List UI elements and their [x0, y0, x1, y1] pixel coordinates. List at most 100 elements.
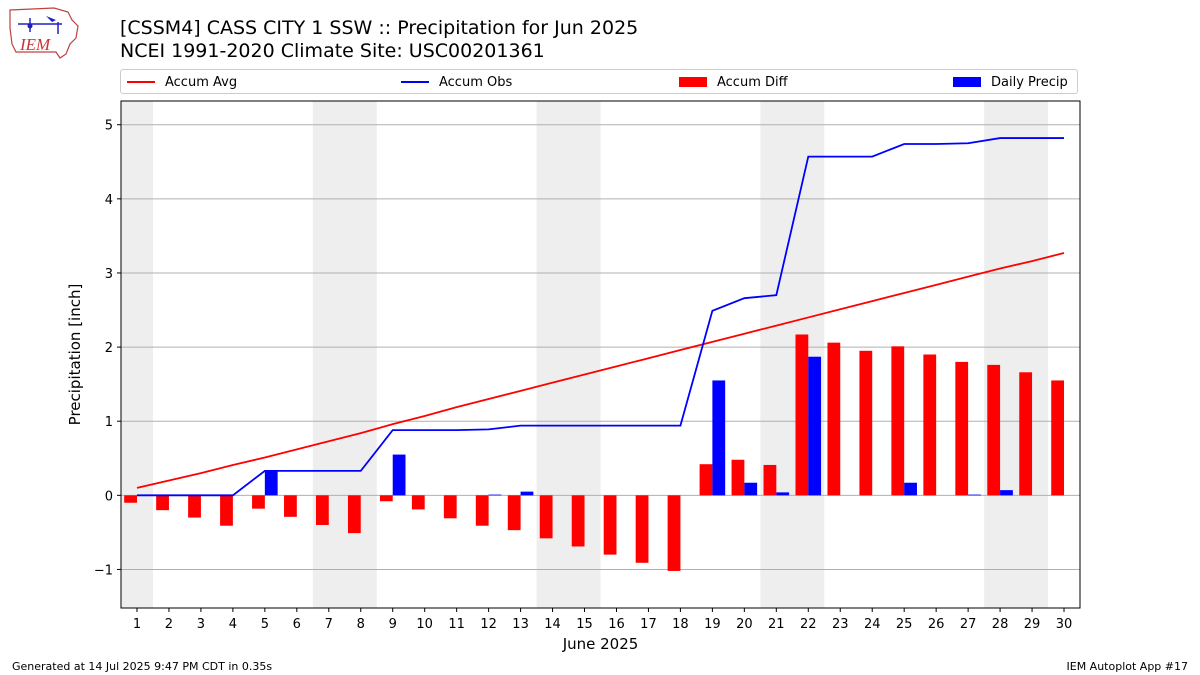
bar-daily-precip-28	[1000, 490, 1013, 496]
legend-label-accum-avg: Accum Avg	[165, 74, 238, 90]
xtick-label-27: 27	[960, 617, 977, 632]
bar-daily-precip-25	[904, 482, 917, 496]
xtick-label-15: 15	[576, 617, 593, 632]
legend-swatch-accum-avg	[127, 81, 155, 83]
xtick-label-19: 19	[704, 617, 721, 632]
bar-daily-precip-20	[744, 482, 758, 496]
xtick-label-8: 8	[357, 617, 365, 632]
bar-daily-precip-12	[488, 494, 502, 496]
xtick-label-13: 13	[512, 617, 529, 632]
bar-daily-precip-22	[808, 356, 822, 496]
chart-subtitle: NCEI 1991-2020 Climate Site: USC00201361	[120, 40, 545, 62]
bar-accum-diff-16	[603, 495, 617, 555]
bar-accum-diff-27	[955, 361, 969, 496]
line-accum-obs	[136, 137, 1065, 497]
bar-accum-diff-7	[315, 495, 329, 525]
bar-accum-diff-29	[1019, 372, 1033, 496]
xtick-label-14: 14	[544, 617, 561, 632]
bar-accum-diff-21	[763, 464, 777, 496]
legend-swatch-accum-obs	[401, 81, 429, 83]
xtick-label-25: 25	[896, 617, 913, 632]
xtick-label-22: 22	[800, 617, 817, 632]
ytick-label-4: 3	[105, 267, 113, 282]
bar-accum-diff-5	[252, 495, 265, 509]
xtick-label-9: 9	[389, 617, 397, 632]
weekend-band-1	[312, 101, 377, 608]
xtick-label-30: 30	[1056, 617, 1073, 632]
xtick-label-29: 29	[1024, 617, 1041, 632]
y-axis-label: Precipitation [inch]	[66, 284, 84, 426]
xtick-label-17: 17	[640, 617, 657, 632]
legend-label-accum-obs: Accum Obs	[439, 74, 513, 90]
ytick-label-0: −1	[94, 563, 113, 578]
legend-label-accum-diff: Accum Diff	[717, 74, 788, 90]
bar-accum-diff-24	[859, 350, 873, 496]
legend-item-accum-avg: Accum Avg	[127, 74, 237, 90]
bar-accum-diff-2	[156, 495, 169, 511]
bar-accum-diff-9	[379, 495, 393, 502]
bar-daily-precip-27	[968, 494, 981, 496]
xtick-label-3: 3	[197, 617, 205, 632]
bar-accum-diff-6	[284, 495, 297, 517]
legend-item-accum-diff: Accum Diff	[679, 74, 788, 90]
xtick-label-28: 28	[992, 617, 1009, 632]
ytick-label-6: 5	[105, 119, 113, 134]
bar-accum-diff-30	[1051, 380, 1065, 496]
x-axis-label: June 2025	[562, 635, 639, 653]
bar-accum-diff-22	[795, 334, 809, 496]
xtick-label-5: 5	[261, 617, 269, 632]
bar-accum-diff-10	[411, 495, 425, 510]
logo-text: IEM	[19, 35, 51, 54]
chart-title: [CSSM4] CASS CITY 1 SSW :: Precipitation…	[120, 17, 639, 39]
bar-accum-diff-13	[507, 495, 521, 531]
xtick-label-12: 12	[480, 617, 497, 632]
ytick-label-1: 0	[105, 489, 113, 504]
line-accum-avg	[136, 252, 1065, 489]
legend-item-accum-obs: Accum Obs	[401, 74, 512, 90]
ytick-label-5: 4	[105, 193, 113, 208]
bar-accum-diff-17	[635, 495, 649, 563]
bar-daily-precip-13	[520, 491, 534, 496]
xtick-label-7: 7	[325, 617, 333, 632]
bar-accum-diff-11	[443, 495, 457, 519]
bar-accum-diff-25	[891, 346, 905, 496]
bar-accum-diff-26	[923, 354, 937, 496]
weekend-band-2	[536, 101, 601, 608]
legend-swatch-daily-precip	[953, 77, 981, 87]
bar-accum-diff-3	[188, 495, 201, 518]
bar-accum-diff-14	[539, 495, 553, 539]
weekend-band-3	[760, 101, 825, 608]
xtick-label-26: 26	[928, 617, 945, 632]
xtick-label-10: 10	[416, 617, 433, 632]
bar-accum-diff-12	[475, 495, 489, 526]
plot-frame	[120, 100, 1081, 609]
bar-accum-diff-20	[731, 459, 745, 496]
xtick-label-23: 23	[832, 617, 849, 632]
xtick-label-2: 2	[165, 617, 173, 632]
bar-accum-diff-19	[699, 464, 713, 496]
legend-label-daily-precip: Daily Precip	[991, 74, 1068, 90]
bar-accum-diff-28	[987, 364, 1001, 496]
chart-legend: Accum Avg Accum Obs Accum Diff Daily Pre…	[120, 69, 1078, 94]
iem-logo: IEM	[9, 7, 79, 59]
bar-accum-diff-4	[220, 495, 233, 526]
legend-swatch-accum-diff	[679, 77, 707, 87]
bar-accum-diff-8	[347, 495, 361, 534]
footer-generated: Generated at 14 Jul 2025 9:47 PM CDT in …	[12, 660, 273, 673]
bar-daily-precip-9	[392, 454, 406, 496]
bar-accum-diff-1	[124, 495, 137, 503]
bar-accum-diff-23	[827, 342, 841, 496]
xtick-label-1: 1	[133, 617, 141, 632]
bar-accum-diff-18	[667, 495, 681, 571]
xtick-label-20: 20	[736, 617, 753, 632]
xtick-label-21: 21	[768, 617, 785, 632]
xtick-label-4: 4	[229, 617, 237, 632]
weekend-band-4	[984, 101, 1049, 608]
footer-app: IEM Autoplot App #17	[1066, 660, 1189, 673]
xtick-label-24: 24	[864, 617, 881, 632]
xtick-label-6: 6	[293, 617, 301, 632]
bar-daily-precip-21	[776, 492, 790, 496]
weekend-band-0	[121, 101, 153, 608]
xtick-label-16: 16	[608, 617, 625, 632]
